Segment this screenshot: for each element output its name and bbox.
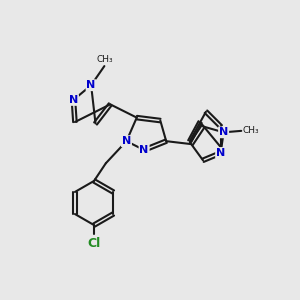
Text: CH₃: CH₃ [96, 55, 113, 64]
Text: N: N [122, 136, 131, 146]
Text: N: N [86, 80, 96, 90]
Text: N: N [140, 145, 149, 155]
Text: N: N [216, 148, 225, 158]
Text: Cl: Cl [87, 237, 101, 250]
Text: N: N [69, 95, 78, 105]
Text: N: N [219, 127, 228, 137]
Text: CH₃: CH₃ [243, 126, 260, 135]
